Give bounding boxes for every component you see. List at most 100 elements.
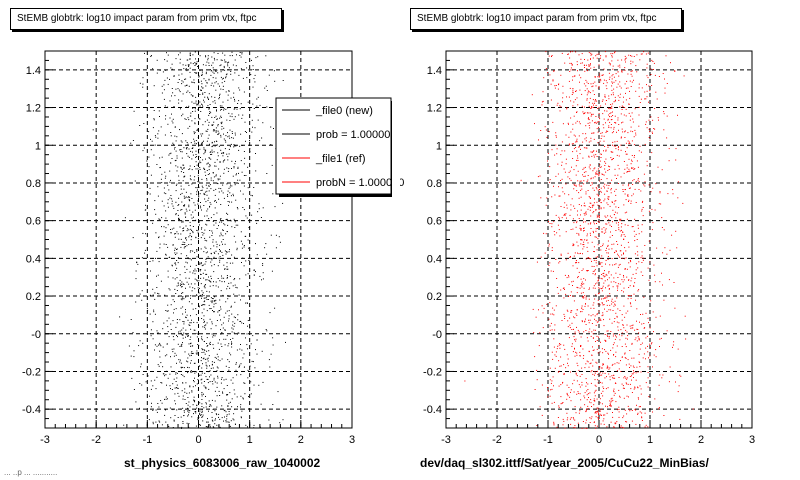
left-data-point bbox=[206, 61, 208, 63]
right-data-point bbox=[623, 114, 625, 116]
right-data-point bbox=[618, 146, 619, 148]
right-data-point bbox=[586, 408, 588, 410]
left-data-point bbox=[247, 377, 249, 379]
left-data-point bbox=[219, 256, 221, 258]
left-data-point bbox=[228, 148, 230, 150]
left-data-point bbox=[273, 70, 275, 72]
right-data-point bbox=[623, 279, 625, 281]
right-data-point bbox=[618, 183, 619, 184]
right-data-point bbox=[655, 91, 657, 93]
left-data-point bbox=[198, 292, 200, 294]
left-data-point bbox=[210, 278, 212, 280]
left-data-point bbox=[211, 153, 213, 155]
left-data-point bbox=[201, 378, 203, 380]
left-data-point bbox=[217, 311, 219, 313]
right-data-point bbox=[588, 351, 590, 353]
right-data-point bbox=[553, 346, 555, 348]
right-y-tick-label: -0.2 bbox=[423, 366, 442, 378]
left-data-point bbox=[190, 371, 191, 373]
left-data-point bbox=[206, 322, 208, 324]
right-data-point bbox=[583, 180, 585, 182]
right-data-point bbox=[618, 129, 619, 131]
right-data-point bbox=[561, 187, 563, 189]
right-data-point bbox=[607, 170, 609, 171]
left-data-point bbox=[222, 392, 224, 394]
left-data-point bbox=[184, 272, 186, 273]
left-data-point bbox=[153, 311, 155, 313]
right-data-point bbox=[584, 138, 586, 140]
right-data-point bbox=[641, 251, 643, 253]
left-data-point bbox=[188, 105, 190, 107]
left-data-point bbox=[200, 207, 202, 209]
left-data-point bbox=[218, 413, 220, 415]
left-data-point bbox=[221, 358, 223, 360]
left-data-point bbox=[141, 384, 143, 386]
right-data-point bbox=[590, 202, 592, 204]
right-data-point bbox=[594, 270, 595, 272]
right-data-point bbox=[598, 106, 600, 108]
left-data-point bbox=[171, 63, 173, 65]
left-data-point bbox=[165, 398, 167, 400]
right-data-point bbox=[589, 122, 591, 124]
left-data-point bbox=[170, 162, 172, 164]
left-data-point bbox=[185, 119, 187, 120]
right-data-point bbox=[570, 312, 572, 313]
left-data-point bbox=[222, 235, 224, 237]
left-data-point bbox=[199, 413, 201, 415]
left-data-point bbox=[220, 134, 222, 136]
right-x-tick-label: 0 bbox=[596, 434, 602, 446]
right-data-point bbox=[593, 398, 595, 400]
left-data-point bbox=[245, 302, 247, 304]
left-data-point bbox=[223, 160, 225, 162]
left-data-point bbox=[184, 85, 186, 87]
right-data-point bbox=[542, 91, 544, 93]
left-data-point bbox=[224, 409, 226, 411]
left-data-point bbox=[233, 256, 235, 258]
left-data-point bbox=[227, 421, 229, 423]
left-data-point bbox=[191, 290, 193, 292]
left-data-point bbox=[142, 83, 144, 85]
left-data-point bbox=[205, 80, 207, 82]
right-data-point bbox=[608, 107, 609, 109]
right-data-point bbox=[617, 117, 619, 119]
right-data-point bbox=[583, 283, 585, 285]
right-data-point bbox=[583, 228, 584, 229]
left-data-point bbox=[226, 167, 228, 169]
left-data-point bbox=[219, 250, 221, 252]
left-data-point bbox=[190, 362, 191, 364]
left-data-point bbox=[233, 167, 235, 169]
left-data-point bbox=[237, 182, 239, 184]
right-data-point bbox=[589, 363, 591, 365]
left-data-point bbox=[209, 111, 211, 113]
right-data-point bbox=[574, 331, 576, 333]
left-data-point bbox=[203, 349, 205, 351]
left-data-point bbox=[146, 72, 148, 74]
left-data-point bbox=[229, 352, 231, 354]
left-data-point bbox=[197, 129, 199, 131]
right-data-point bbox=[597, 244, 599, 246]
right-data-point bbox=[576, 61, 578, 63]
left-data-point bbox=[166, 384, 167, 386]
left-data-point bbox=[229, 249, 230, 251]
left-data-point bbox=[219, 178, 221, 180]
right-data-point bbox=[535, 316, 537, 318]
left-data-point bbox=[213, 271, 215, 273]
right-data-point bbox=[587, 270, 589, 271]
right-data-point bbox=[626, 153, 628, 155]
left-data-point bbox=[183, 172, 185, 173]
right-data-point bbox=[638, 87, 640, 89]
left-data-point bbox=[243, 151, 245, 152]
left-data-point bbox=[211, 116, 213, 118]
right-data-point bbox=[592, 177, 594, 179]
right-data-point bbox=[596, 100, 598, 102]
left-data-point bbox=[203, 277, 205, 279]
left-data-point bbox=[168, 189, 170, 191]
left-data-point bbox=[209, 206, 210, 208]
right-data-point bbox=[625, 57, 627, 59]
left-data-point bbox=[220, 115, 222, 117]
right-data-point bbox=[553, 309, 555, 311]
right-data-point bbox=[572, 417, 574, 419]
left-data-point bbox=[204, 297, 206, 299]
right-data-point bbox=[567, 252, 569, 254]
right-data-point bbox=[596, 398, 598, 400]
